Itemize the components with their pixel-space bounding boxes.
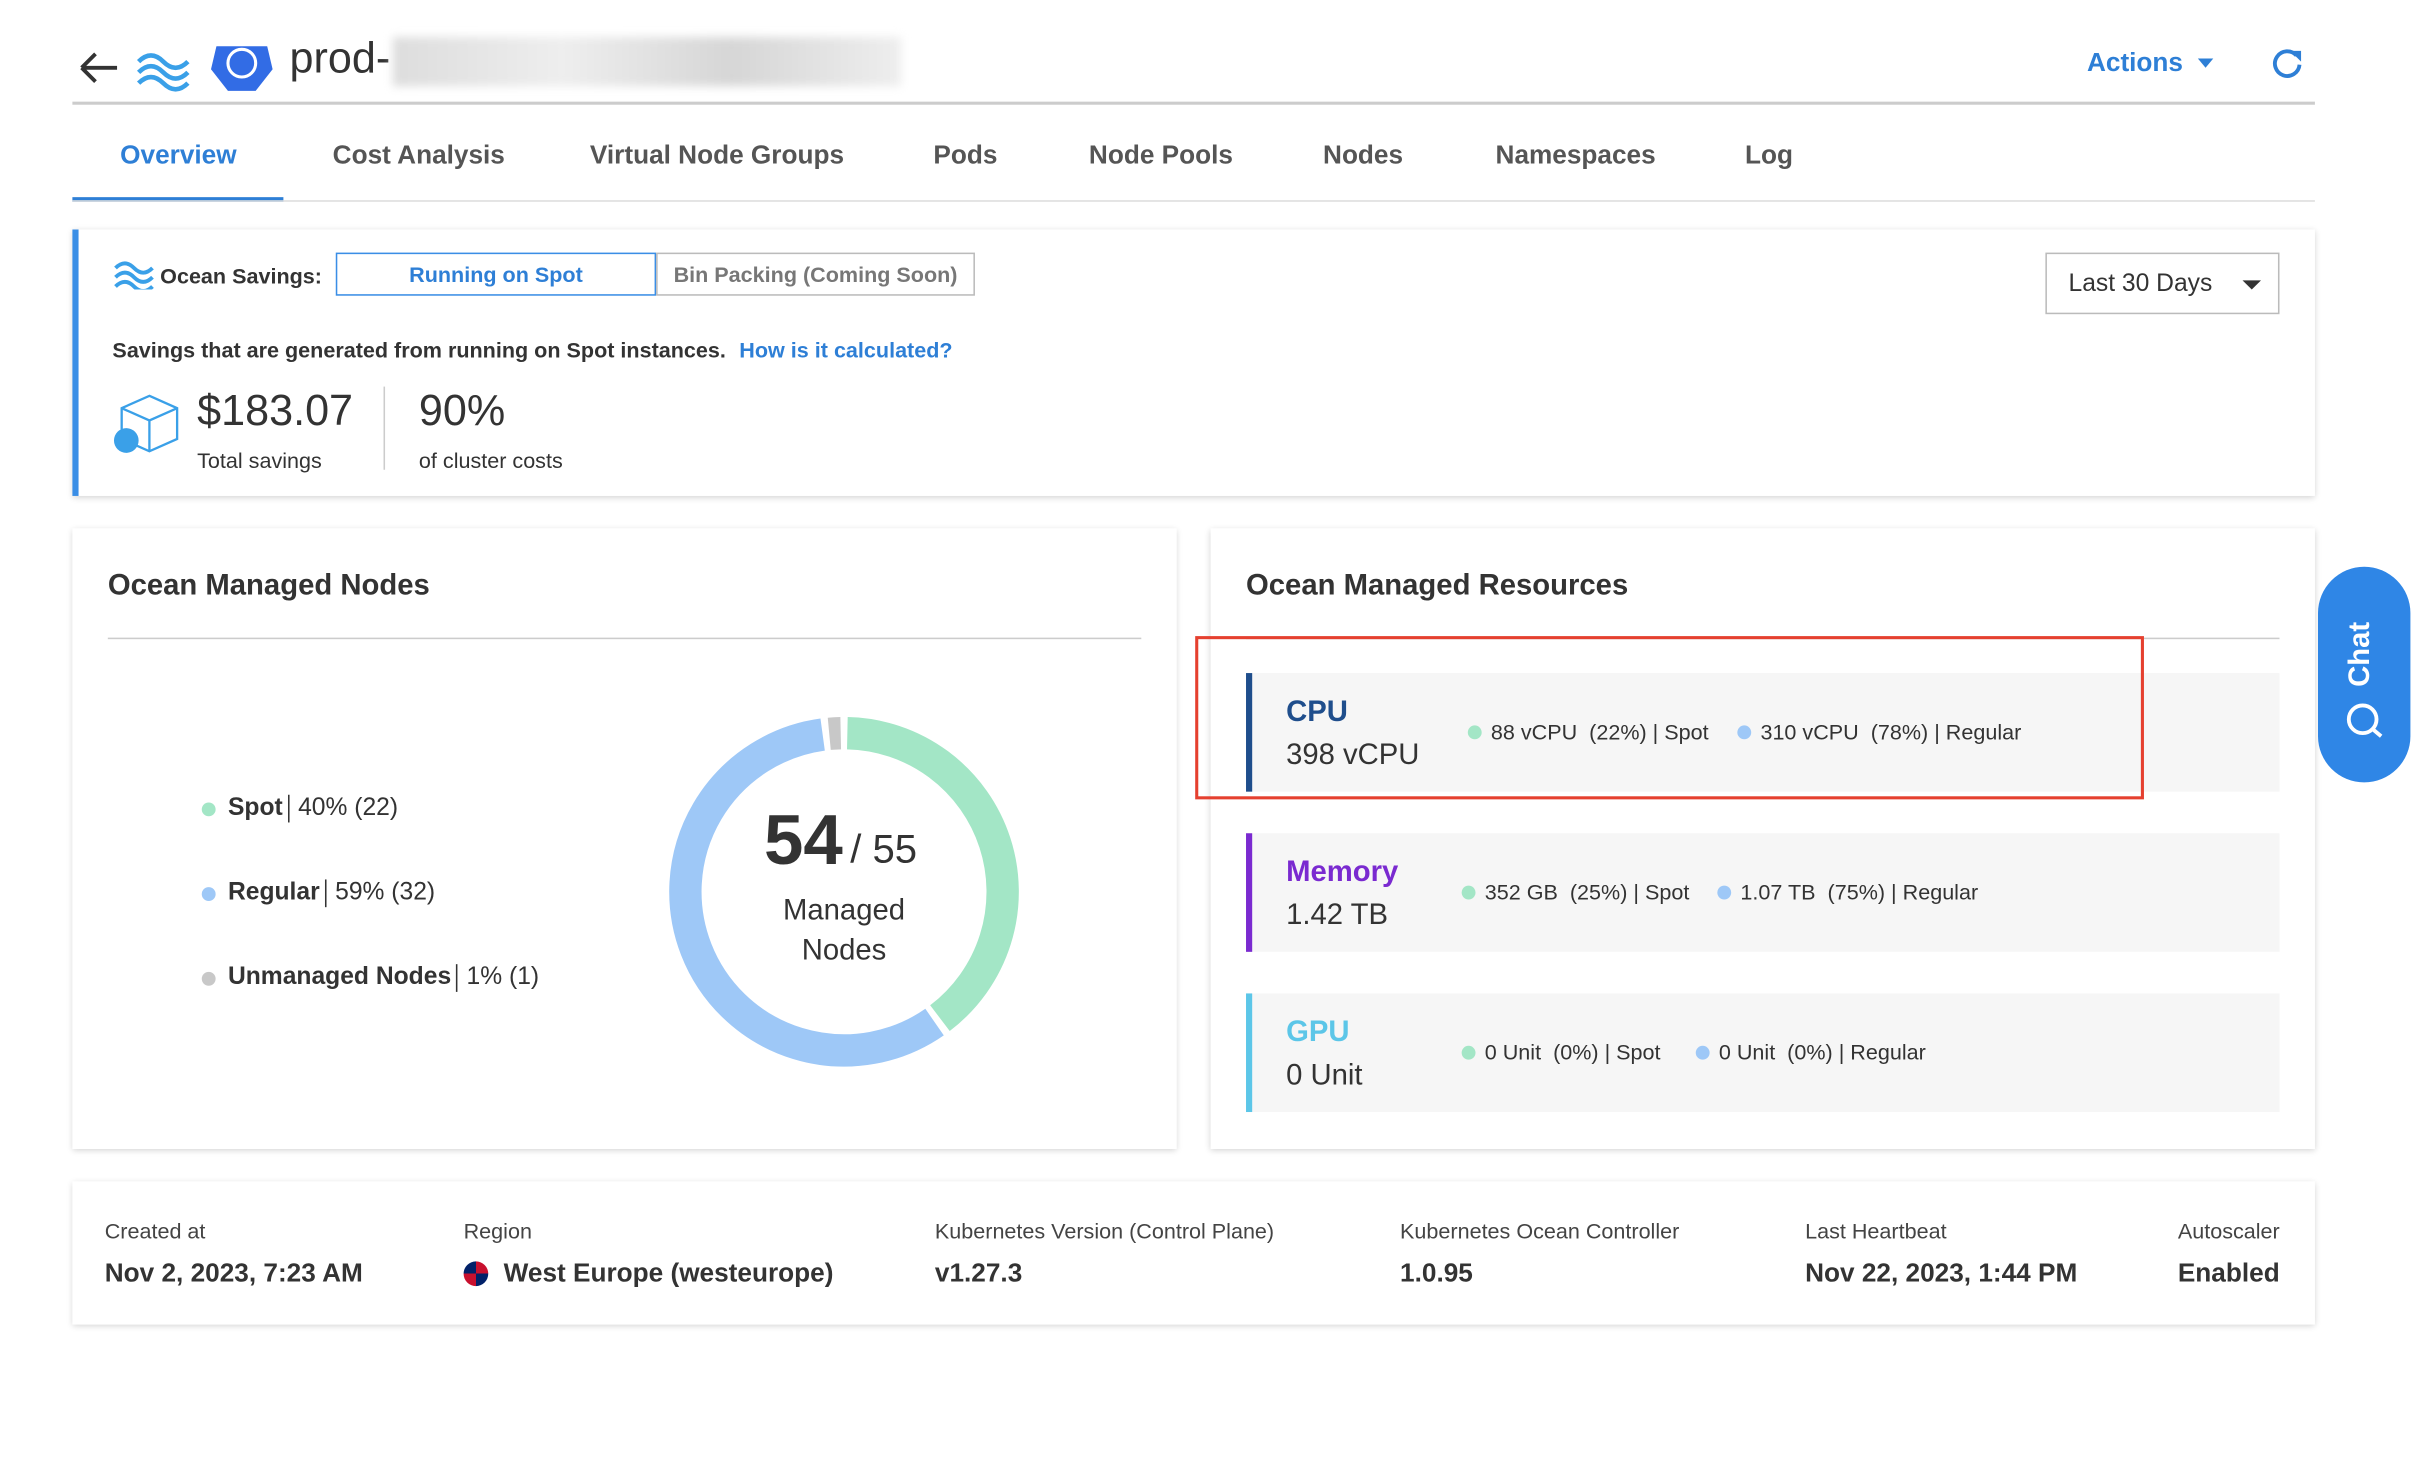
- detail-label: Autoscaler: [2177, 1218, 2280, 1243]
- chat-icon: [2346, 703, 2383, 738]
- legend-name: Unmanaged Nodes: [228, 964, 458, 992]
- donut-segment: [846, 717, 1019, 1032]
- total-caption: Total savings: [197, 448, 322, 473]
- detail-value: v1.27.3: [934, 1258, 1023, 1288]
- resource-total: 398 vCPU: [1286, 739, 1420, 772]
- details-card: Created at Nov 2, 2023, 7:23 AM Region West…: [72, 1181, 2315, 1325]
- chat-button[interactable]: Chat: [2318, 566, 2411, 783]
- donut-segment: [669, 718, 944, 1067]
- total-count: / 55: [850, 825, 917, 872]
- spot-value: 352 GB (25%) | Spot: [1484, 879, 1690, 905]
- detail-label: Last Heartbeat: [1805, 1218, 1947, 1243]
- share: 90%: [418, 386, 506, 435]
- redacted: [392, 36, 902, 87]
- resources-card: Ocean Managed Resources CPU 398 vCPU 88 vC…: [1210, 528, 2315, 1149]
- cluster-title: prod-: [289, 33, 391, 82]
- resource-total: 0 Unit: [1286, 1059, 1363, 1093]
- flag-icon: [463, 1261, 489, 1287]
- ocean-icon: [114, 261, 154, 290]
- resource-name: Memory: [1286, 856, 1399, 889]
- resource-name: CPU: [1286, 696, 1348, 729]
- highlight-box: [1195, 636, 2144, 800]
- legend-item: Unmanaged Nodes 1% (1): [228, 964, 539, 992]
- calc-link[interactable]: How is it calculated?: [739, 337, 953, 362]
- header-divider: [72, 101, 2315, 105]
- tab-underline: [72, 197, 284, 202]
- tab[interactable]: Overview: [120, 140, 237, 170]
- legend-item: Regular 59% (32): [228, 879, 436, 908]
- share-caption: of cluster costs: [418, 448, 563, 473]
- detail-value: Nov 2, 2023, 7:23 AM: [104, 1258, 363, 1288]
- detail-value: Enabled: [2177, 1258, 2280, 1288]
- tab[interactable]: Cost Analysis: [332, 140, 505, 170]
- tab[interactable]: Pods: [933, 140, 998, 170]
- card-title: Ocean Managed Nodes: [107, 569, 430, 603]
- actions-caret: [2197, 58, 2214, 68]
- regular-dot: [1695, 1045, 1710, 1060]
- savings-icon: [113, 394, 179, 453]
- managed-count: 54: [763, 799, 843, 880]
- savings-card: Ocean Savings: Running on Spot Bin Packi…: [72, 229, 2315, 496]
- toggle-option[interactable]: Bin Packing (Coming Soon): [656, 252, 975, 296]
- resource-row: GPU 0 Unit 0 Unit (0%) | Spot 0 Unit (0%) |…: [1246, 993, 2280, 1113]
- nodes-card: Ocean Managed Nodes Spot 40% (22) Regular 5…: [72, 528, 1177, 1149]
- card-title: Ocean Managed Resources: [1246, 569, 1629, 603]
- toggle-option[interactable]: Running on Spot: [335, 252, 657, 296]
- tab[interactable]: Nodes: [1323, 140, 1404, 170]
- resource-name: GPU: [1286, 1016, 1350, 1049]
- spot-dot: [1467, 725, 1482, 740]
- legend-item: Spot 40% (22): [228, 794, 399, 823]
- period-select[interactable]: Last 30 Days: [2045, 252, 2280, 315]
- regular-dot: [1717, 885, 1732, 900]
- tabs-divider: [72, 200, 2315, 202]
- actions-button[interactable]: Actions: [2086, 47, 2183, 78]
- spot-value: 88 vCPU (22%) | Spot: [1490, 719, 1709, 744]
- legend-value: 59% (32): [335, 879, 436, 906]
- regular-value: 0 Unit (0%) | Regular: [1718, 1039, 1926, 1065]
- legend-dot: [201, 802, 216, 817]
- legend-name: Spot: [228, 794, 289, 823]
- donut-segment: [827, 717, 842, 750]
- detail-label: Kubernetes Ocean Controller: [1400, 1218, 1680, 1243]
- tab[interactable]: Namespaces: [1495, 140, 1656, 170]
- legend-dot: [201, 887, 216, 902]
- detail-value: Nov 22, 2023, 1:44 PM: [1805, 1258, 2078, 1288]
- detail-label: Kubernetes Version (Control Plane): [934, 1218, 1275, 1243]
- detail-value: 1.0.95: [1400, 1258, 1473, 1288]
- regular-dot: [1737, 725, 1752, 740]
- resource-total: 1.42 TB: [1286, 899, 1389, 932]
- total-savings: $183.07: [197, 386, 354, 435]
- regular-value: 1.07 TB (75%) | Regular: [1740, 879, 1979, 905]
- legend-dot: [201, 971, 216, 986]
- savings-description: Savings that are generated from running …: [112, 337, 726, 362]
- regular-value: 310 vCPU (78%) | Regular: [1760, 719, 2022, 744]
- divider: [107, 637, 1142, 640]
- chat-label: Chat: [2344, 621, 2377, 687]
- resource-row: CPU 398 vCPU 88 vCPU (22%) | Spot 310 vCPU …: [1246, 673, 2280, 792]
- detail-label: Region: [463, 1218, 532, 1243]
- detail-label: Created at: [104, 1218, 206, 1243]
- legend-value: 40% (22): [298, 794, 399, 821]
- tab[interactable]: Node Pools: [1088, 140, 1233, 170]
- tab[interactable]: Virtual Node Groups: [589, 140, 845, 170]
- period-caret: [2242, 280, 2262, 290]
- center-caption: Managed Nodes: [782, 894, 906, 968]
- legend-value: 1% (1): [466, 964, 540, 991]
- header-icons: [80, 46, 273, 92]
- resource-row: Memory 1.42 TB 352 GB (25%) | Spot 1.07 TB …: [1246, 833, 2280, 952]
- spot-value: 0 Unit (0%) | Spot: [1484, 1039, 1661, 1065]
- savings-label: Ocean Savings:: [160, 263, 322, 289]
- legend-name: Regular: [228, 879, 326, 908]
- refresh-button[interactable]: [2270, 46, 2304, 80]
- tab[interactable]: Log: [1745, 140, 1794, 170]
- spot-dot: [1461, 885, 1476, 900]
- divider: [383, 386, 386, 470]
- detail-value: West Europe (westeurope): [503, 1258, 834, 1288]
- spot-dot: [1461, 1045, 1476, 1060]
- donut-chart: [669, 717, 1019, 1067]
